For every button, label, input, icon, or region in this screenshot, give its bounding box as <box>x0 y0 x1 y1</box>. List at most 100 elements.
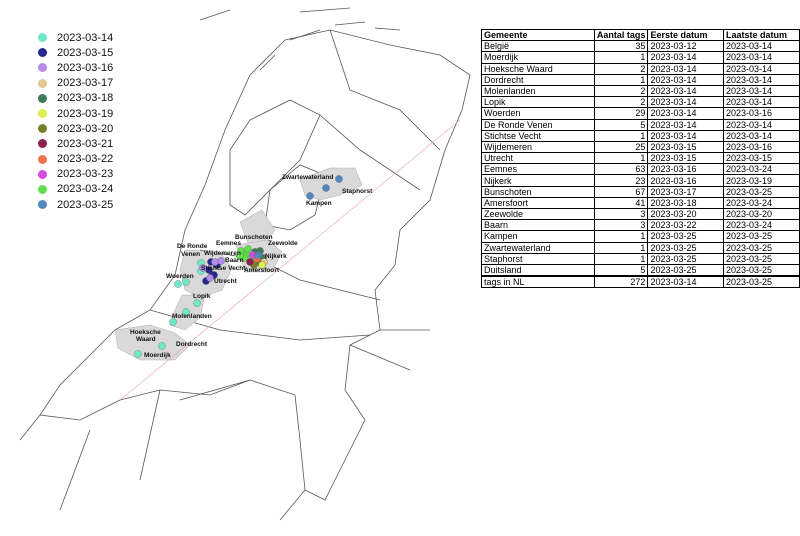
table-cell: 5 <box>593 118 649 131</box>
table-cell: 1 <box>593 129 649 142</box>
table-row: België 35 2023-03-12 2023-03-14 <box>481 40 800 53</box>
map-labels: Zwartewaterland Staphorst Kampen Bunscho… <box>130 174 373 359</box>
table-cell: 2023-03-25 <box>723 252 800 265</box>
label-nijkerk: Nijkerk <box>265 253 287 260</box>
table-row: Stichtse Vecht 1 2023-03-14 2023-03-14 <box>481 129 800 142</box>
legend-label: 2023-03-14 <box>57 31 114 44</box>
route-line <box>119 119 461 401</box>
table-cell: Utrecht <box>481 152 595 165</box>
table-row: Zwartewaterland 1 2023-03-25 2023-03-25 <box>481 241 800 254</box>
legend-label: 2023-03-23 <box>57 168 114 181</box>
belgium-border <box>19 329 430 521</box>
table-row: Zeewolde 3 2023-03-20 2023-03-20 <box>481 207 800 221</box>
table-header-row: Gemeente Aantal tags Eerste datum Laatst… <box>481 28 800 42</box>
table-cell: 2023-03-15 <box>723 152 800 165</box>
table-cell: Stichtse Vecht <box>481 129 595 142</box>
table-cell: 2023-03-25 <box>723 185 800 198</box>
table-cell: 2023-03-14 <box>723 62 800 75</box>
legend-dot-icon <box>38 78 47 88</box>
table-cell: 2 <box>593 62 649 75</box>
table-cell: 2023-03-15 <box>647 152 725 165</box>
table-cell: 1 <box>593 241 649 254</box>
label-kampen: Kampen <box>306 200 332 207</box>
tag-dot <box>246 258 254 266</box>
total-cell: 2023-03-25 <box>723 275 800 289</box>
table-row: Staphorst 1 2023-03-25 2023-03-25 <box>481 252 800 265</box>
table-cell: 2023-03-25 <box>723 263 800 277</box>
wadden-islands <box>259 21 401 71</box>
label-eemnes: Eemnes <box>216 240 241 247</box>
province-lines <box>59 7 441 511</box>
table-cell: 2023-03-20 <box>723 207 800 221</box>
table-cell: 2023-03-25 <box>723 241 800 254</box>
table-cell: 2023-03-22 <box>647 219 725 232</box>
label-stichtse-vecht: Stichtse Vecht <box>201 265 246 272</box>
table-total-row: tags in NL 272 2023-03-14 2023-03-25 <box>481 275 800 289</box>
table-cell: 2023-03-14 <box>647 51 725 64</box>
tag-dot <box>335 175 343 183</box>
tag-dot <box>254 251 262 259</box>
table-cell: 1 <box>593 230 649 243</box>
legend-label: 2023-03-20 <box>57 122 114 135</box>
table-cell: 2023-03-16 <box>647 174 725 187</box>
table-row: Nijkerk 23 2023-03-16 2023-03-19 <box>481 174 800 187</box>
table-cell: 3 <box>593 207 649 221</box>
label-de-ronde-venen-2: Venen <box>181 251 200 258</box>
tag-dot <box>244 245 252 253</box>
table-cell: 2023-03-14 <box>647 96 725 109</box>
table-row: Amersfoort 41 2023-03-18 2023-03-24 <box>481 196 800 210</box>
label-bunschoten: Bunschoten <box>235 234 273 241</box>
legend-item: 2023-03-21 <box>36 136 113 151</box>
table-cell: 2023-03-25 <box>723 230 800 243</box>
legend-label: 2023-03-15 <box>57 46 114 59</box>
table-cell: 35 <box>593 40 649 53</box>
tag-dot <box>199 264 207 272</box>
label-dordrecht: Dordrecht <box>176 341 208 348</box>
table-cell: 41 <box>593 196 649 210</box>
table-cell: 2023-03-14 <box>723 84 800 98</box>
table-cell: 2023-03-17 <box>647 185 725 198</box>
tag-dot <box>217 257 225 265</box>
legend-label: 2023-03-21 <box>57 137 114 150</box>
label-moerdijk: Moerdijk <box>144 352 171 359</box>
table-cell: 2023-03-14 <box>647 107 725 120</box>
table-cell: Zeewolde <box>481 207 595 221</box>
tag-dot <box>322 184 330 192</box>
total-cell: 2023-03-14 <box>647 275 725 289</box>
table-cell: 2023-03-25 <box>647 263 725 277</box>
legend-item: 2023-03-17 <box>36 76 113 91</box>
legend-label: 2023-03-22 <box>57 153 114 166</box>
label-hoeksche-waard-2: Waard <box>136 336 156 343</box>
table-cell: Baarn <box>481 219 595 232</box>
tag-dot <box>206 274 214 282</box>
legend-label: 2023-03-16 <box>57 61 114 74</box>
table-cell: 2 <box>593 96 649 109</box>
date-legend: 2023-03-14 2023-03-15 2023-03-16 2023-03-17… <box>36 30 113 212</box>
country-borders <box>19 7 471 521</box>
table-cell: 2023-03-25 <box>647 241 725 254</box>
legend-item: 2023-03-23 <box>36 167 113 182</box>
table-cell: Hoeksche Waard <box>481 62 595 75</box>
table-row: Kampen 1 2023-03-25 2023-03-25 <box>481 230 800 243</box>
table-cell: Amersfoort <box>481 196 595 210</box>
legend-label: 2023-03-17 <box>57 77 114 90</box>
tag-dot <box>169 318 177 326</box>
table-cell: 67 <box>593 185 649 198</box>
legend-dot-icon <box>38 63 47 73</box>
header-laatste-datum: Laatste datum <box>723 28 800 42</box>
legend-dot-icon <box>38 93 47 103</box>
legend-dot-icon <box>38 109 47 119</box>
table-cell: Wijdemeren <box>481 140 595 154</box>
table-cell: 2023-03-14 <box>647 73 725 86</box>
label-staphorst: Staphorst <box>342 188 373 195</box>
table-cell: Zwartewaterland <box>481 241 595 254</box>
table-cell: 63 <box>593 163 649 176</box>
label-wijdemeren: Wijdemeren <box>204 250 241 257</box>
legend-item: 2023-03-15 <box>36 45 113 60</box>
table-cell: 2023-03-18 <box>647 196 725 210</box>
legend-dot-icon <box>38 154 47 164</box>
table-cell: 2023-03-14 <box>647 118 725 131</box>
area-hoeksche-waard <box>114 324 191 361</box>
tags-table: Gemeente Aantal tags Eerste datum Laatst… <box>481 28 800 289</box>
table-cell: 2023-03-14 <box>723 129 800 142</box>
